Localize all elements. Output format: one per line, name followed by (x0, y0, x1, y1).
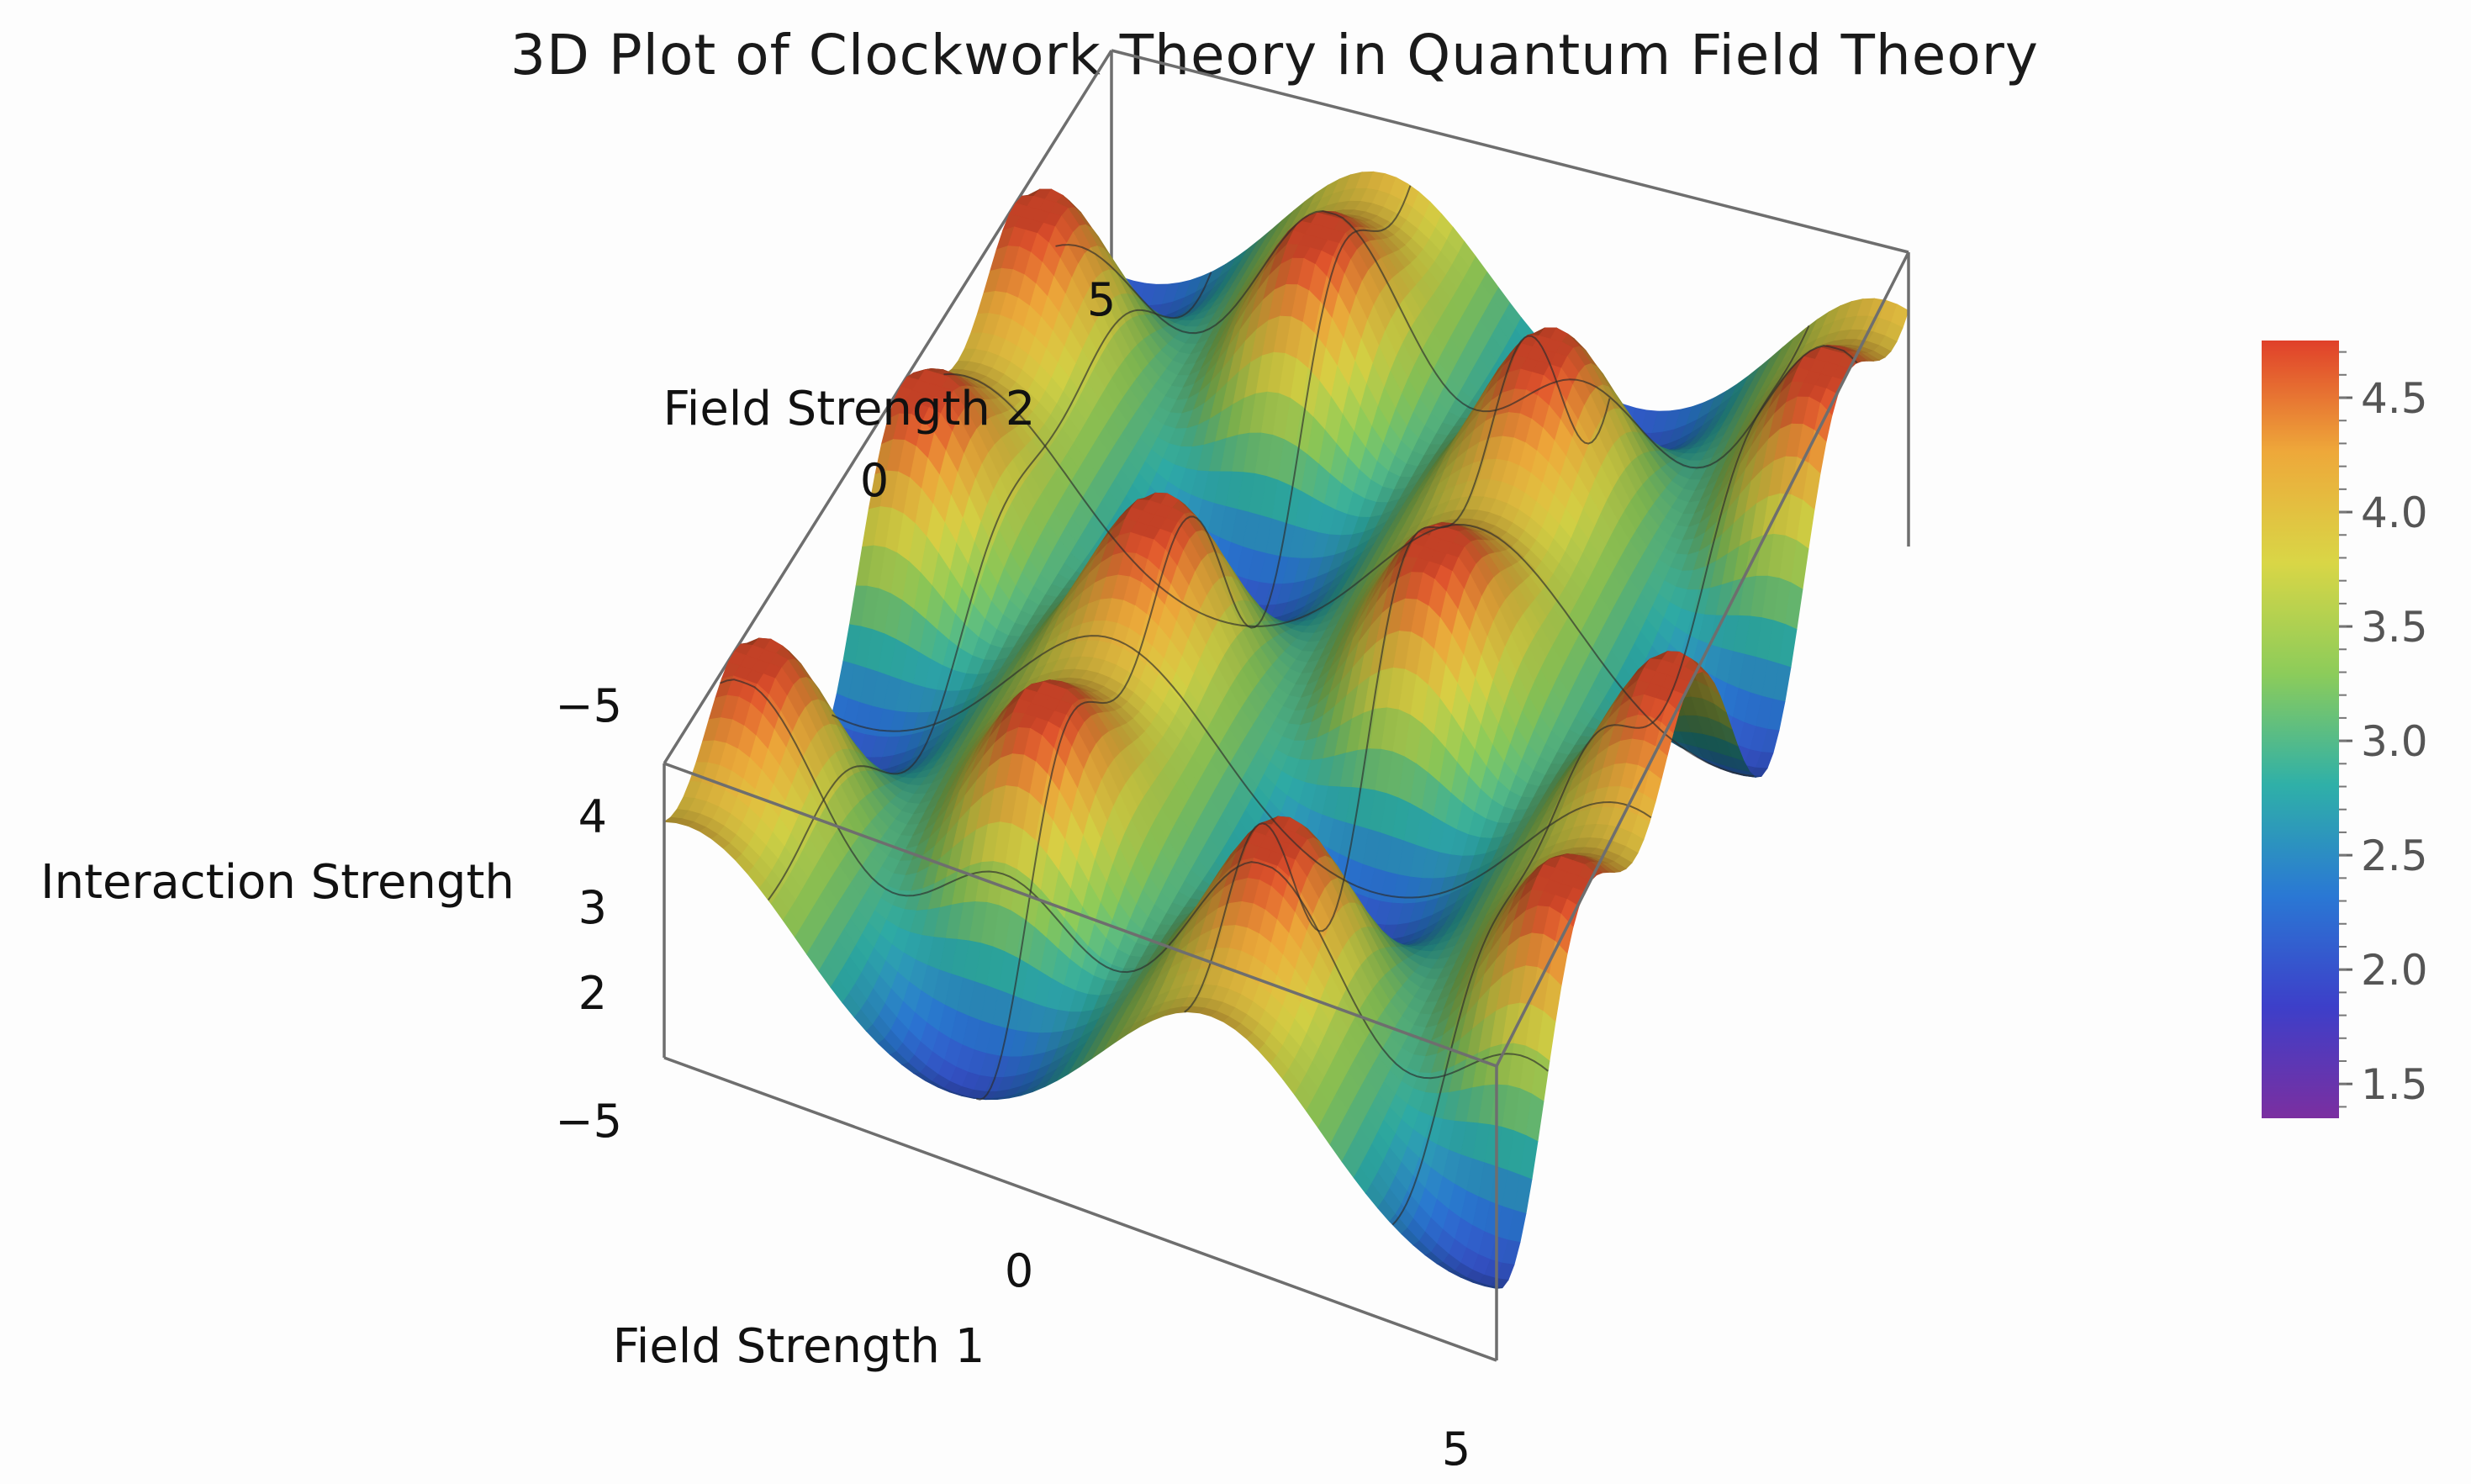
colorbar-gradient (2262, 341, 2339, 1118)
y-tick-label: −5 (555, 679, 622, 732)
z-tick-label: 3 (578, 881, 607, 934)
x-tick-label: 5 (1442, 1423, 1470, 1476)
colorbar-tick-label: 1.5 (2361, 1060, 2428, 1109)
mesh-line (976, 185, 1412, 1101)
colorbar-tick-label: 4.5 (2361, 374, 2428, 423)
x-axis-label: Field Strength 1 (613, 1319, 985, 1374)
mesh-line (832, 635, 1652, 899)
y-tick-label: 5 (1087, 273, 1116, 326)
z-tick-label: 4 (578, 790, 607, 843)
colorbar: 1.5 2.0 2.5 3.0 3.5 4.0 4.5 (2262, 341, 2428, 1118)
surface-plot (663, 171, 1909, 1289)
x-tick-label: −5 (555, 1095, 622, 1148)
mesh-line (1391, 325, 1810, 1226)
mesh-line (1055, 209, 1858, 469)
chart-title: 3D Plot of Clockwork Theory in Quantum F… (510, 23, 2039, 87)
x-tick-label: 0 (1005, 1244, 1033, 1297)
colorbar-tick-label: 4.0 (2361, 489, 2428, 537)
axis-ticks: −5 0 5 −5 0 5 2 3 4 (555, 273, 1470, 1476)
y-axis-label: Field Strength 2 (663, 382, 1036, 436)
mesh-line (1184, 335, 1611, 1013)
plot-box-front (663, 251, 1910, 1362)
y-tick-label: 0 (860, 454, 889, 507)
colorbar-ticks: 1.5 2.0 2.5 3.0 3.5 4.0 4.5 (2339, 351, 2428, 1109)
mesh-line (943, 372, 1755, 778)
colorbar-tick-label: 2.0 (2361, 946, 2428, 995)
mesh-line (767, 272, 1212, 900)
mesh-line (720, 679, 1549, 1080)
z-tick-label: 2 (578, 967, 607, 1020)
colorbar-tick-label: 3.0 (2361, 717, 2428, 766)
z-axis-label: Interaction Strength (40, 855, 515, 910)
colorbar-tick-label: 3.5 (2361, 603, 2428, 652)
colorbar-tick-label: 2.5 (2361, 832, 2428, 880)
